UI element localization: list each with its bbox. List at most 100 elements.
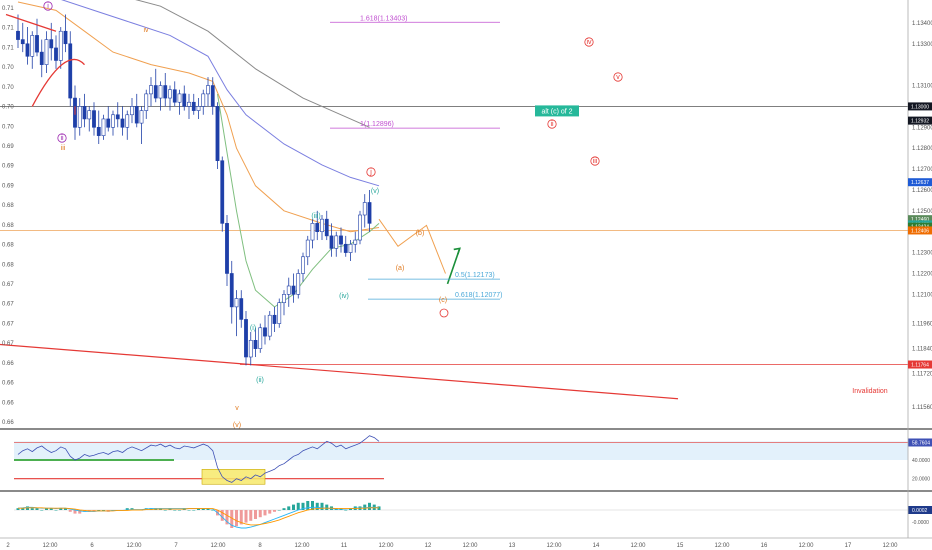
wave-label: (iv) (339, 293, 349, 300)
left-tick-label: 0.71 (2, 45, 14, 51)
macd-histogram-bar (35, 508, 39, 510)
macd-badge (908, 506, 932, 514)
macd-histogram-bar (21, 508, 25, 510)
candle (163, 85, 168, 99)
macd-histogram-bar (363, 504, 367, 510)
macd-histogram-bar (40, 510, 44, 511)
left-tick-label: 0.68 (2, 243, 14, 249)
candle (348, 243, 353, 253)
macd-histogram-bar (59, 508, 63, 510)
candle (30, 35, 35, 57)
price-badge-label: 1.12932 (911, 119, 929, 125)
candle (96, 126, 101, 136)
candle (101, 118, 106, 136)
time-tick-label: 2 (6, 543, 10, 549)
macd-histogram-bar (206, 508, 210, 510)
price-tick-label: 1.11720 (912, 372, 932, 378)
macd-panel[interactable]: 0.0002 -0.0000 (14, 501, 932, 529)
candle (301, 256, 305, 274)
candle (267, 314, 272, 337)
time-tick-label: 12 (425, 543, 432, 549)
wave-label: iv (143, 27, 149, 34)
macd-histogram-bar (78, 510, 82, 514)
macd-histogram-bar (178, 510, 181, 511)
candle (106, 118, 111, 128)
wave-label: (b) (416, 230, 425, 237)
left-tick-label: 0.68 (2, 223, 14, 229)
time-tick-label: 12:00 (294, 543, 310, 549)
candle (334, 235, 339, 249)
candle (320, 218, 324, 233)
candle (158, 85, 163, 99)
price-badge (908, 226, 932, 235)
time-tick-label: 12:00 (42, 543, 58, 549)
fib-level-label: 1.618(1.13403) (360, 15, 407, 22)
candle (239, 298, 244, 320)
alt-label-text: alt (c) of 2 (541, 108, 572, 115)
time-tick-label: 12:00 (630, 543, 646, 549)
macd-histogram-bar (163, 510, 167, 511)
candle (16, 30, 20, 40)
moving-average-gray (135, 0, 370, 128)
candle (343, 243, 348, 253)
price-panel[interactable]: 1.618(1.13403) 1(1.12896) 0.5(1.12173) 0.61… (0, 0, 908, 429)
macd-histogram-bar (273, 510, 276, 512)
candle (310, 223, 315, 241)
macd-histogram-bar (263, 510, 267, 516)
candle (87, 110, 92, 120)
impulse-line (5, 13, 57, 32)
time-tick-label: 12:00 (714, 543, 730, 549)
macd-histogram-bar (125, 508, 129, 510)
price-tick-label: 1.12200 (912, 271, 932, 277)
time-tick-label: 12:00 (546, 543, 562, 549)
macd-histogram-bar (149, 508, 153, 510)
wave-circle-label: v (616, 74, 620, 81)
time-tick-label: 13 (509, 543, 516, 549)
left-tick-label: 0.67 (2, 341, 14, 347)
wave-circle (43, 1, 53, 11)
wave-label: (v) (233, 422, 241, 429)
left-tick-label: 0.70 (2, 85, 14, 91)
candle (234, 298, 239, 308)
left-tick-label: 0.69 (2, 144, 14, 150)
macd-histogram-bar (130, 508, 134, 510)
wave-circle (547, 119, 557, 129)
time-tick-label: 6 (90, 543, 94, 549)
macd-signal-line (18, 507, 379, 526)
time-tick-label: 8 (258, 543, 262, 549)
macd-histogram-bar (235, 510, 238, 527)
rsi-tick-label: 20.0000 (912, 477, 930, 483)
price-tick-label: 1.13100 (912, 84, 932, 90)
wave-label: (i) (250, 325, 256, 332)
rsi-tick-label: 58.7604 (912, 440, 930, 446)
candle (82, 106, 87, 120)
wave-label: v (235, 405, 239, 412)
macd-histogram-bar (187, 510, 191, 511)
candle (177, 93, 182, 103)
macd-histogram-bar (306, 501, 310, 510)
time-tick-label: 15 (677, 543, 684, 549)
rsi-panel[interactable]: 58.7604 40.0000 20.0000 (14, 435, 932, 485)
macd-tick-label: 0.0002 (912, 508, 928, 514)
left-tick-label: 0.70 (2, 124, 14, 130)
time-tick-label: 12:00 (126, 543, 142, 549)
macd-histogram-bar (68, 510, 72, 512)
time-tick-label: 17 (845, 543, 852, 549)
candle (191, 101, 196, 111)
wave-circle (584, 37, 594, 47)
price-badge (908, 116, 932, 125)
candle (63, 30, 68, 45)
macd-histogram-bar (344, 510, 348, 511)
candle (130, 106, 134, 116)
candle (277, 302, 282, 324)
candle (263, 327, 267, 337)
macd-histogram-bar (315, 502, 319, 510)
wave-circle (439, 308, 449, 318)
time-tick-label: 11 (341, 543, 348, 549)
left-tick-label: 0.66 (2, 400, 14, 406)
macd-histogram-bar (282, 508, 286, 510)
candle (182, 93, 187, 107)
candle (149, 85, 153, 95)
price-tick-label: 1.13300 (912, 42, 932, 48)
